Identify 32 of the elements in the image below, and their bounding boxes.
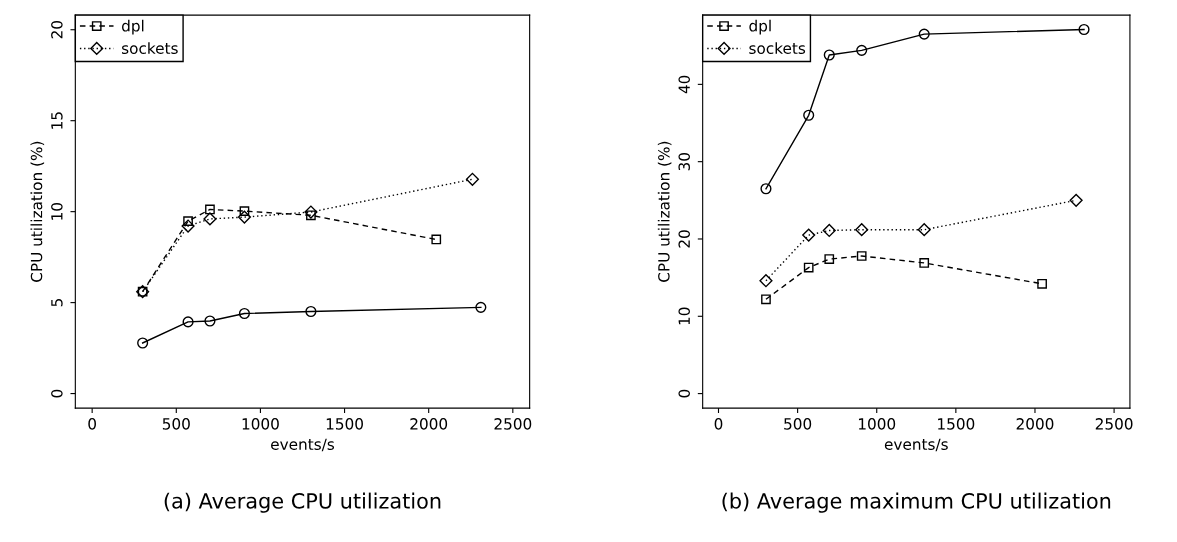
y-tick-label: 5 — [51, 299, 63, 307]
y-tick-label: 30 — [678, 152, 690, 171]
x-tick-label: 2000 — [1016, 418, 1054, 430]
x-tick-label: 1500 — [326, 418, 363, 430]
legend-label: sockets — [121, 42, 178, 55]
x-tick-label: 500 — [784, 418, 812, 430]
y-axis-title: CPU utilization (%) — [30, 141, 45, 282]
y-tick-label: 0 — [51, 389, 63, 398]
y-tick-label: 10 — [51, 202, 63, 220]
x-axis-title: events/s — [884, 438, 948, 452]
y-tick-label: 15 — [51, 112, 63, 129]
x-axis-title: events/s — [271, 438, 335, 452]
legend-label: sockets — [749, 42, 806, 55]
x-tick-label: 2500 — [494, 418, 532, 430]
x-tick-label: 1000 — [242, 418, 279, 430]
legend-label: dpl — [749, 19, 771, 35]
y-tick-label: 10 — [678, 307, 690, 325]
x-tick-label: 0 — [714, 418, 723, 430]
y-tick-label: 0 — [678, 389, 690, 398]
text: (a) Average CPU utilization — [164, 492, 441, 513]
x-tick-label: 1500 — [938, 418, 975, 430]
text: (b) Average maximum CPU utilization — [722, 492, 1111, 513]
x-tick-label: 1000 — [858, 418, 896, 430]
x-tick-label: 2000 — [410, 418, 448, 430]
y-tick-label: 40 — [678, 75, 690, 94]
x-tick-label: 500 — [162, 418, 190, 430]
y-axis-title: CPU utilization (%) — [657, 141, 672, 282]
y-tick-label: 20 — [678, 230, 690, 248]
x-tick-label: 2500 — [1095, 418, 1133, 430]
x-tick-label: 0 — [88, 418, 96, 430]
legend-label: dpl — [122, 19, 144, 35]
y-tick-label: 20 — [51, 21, 63, 39]
